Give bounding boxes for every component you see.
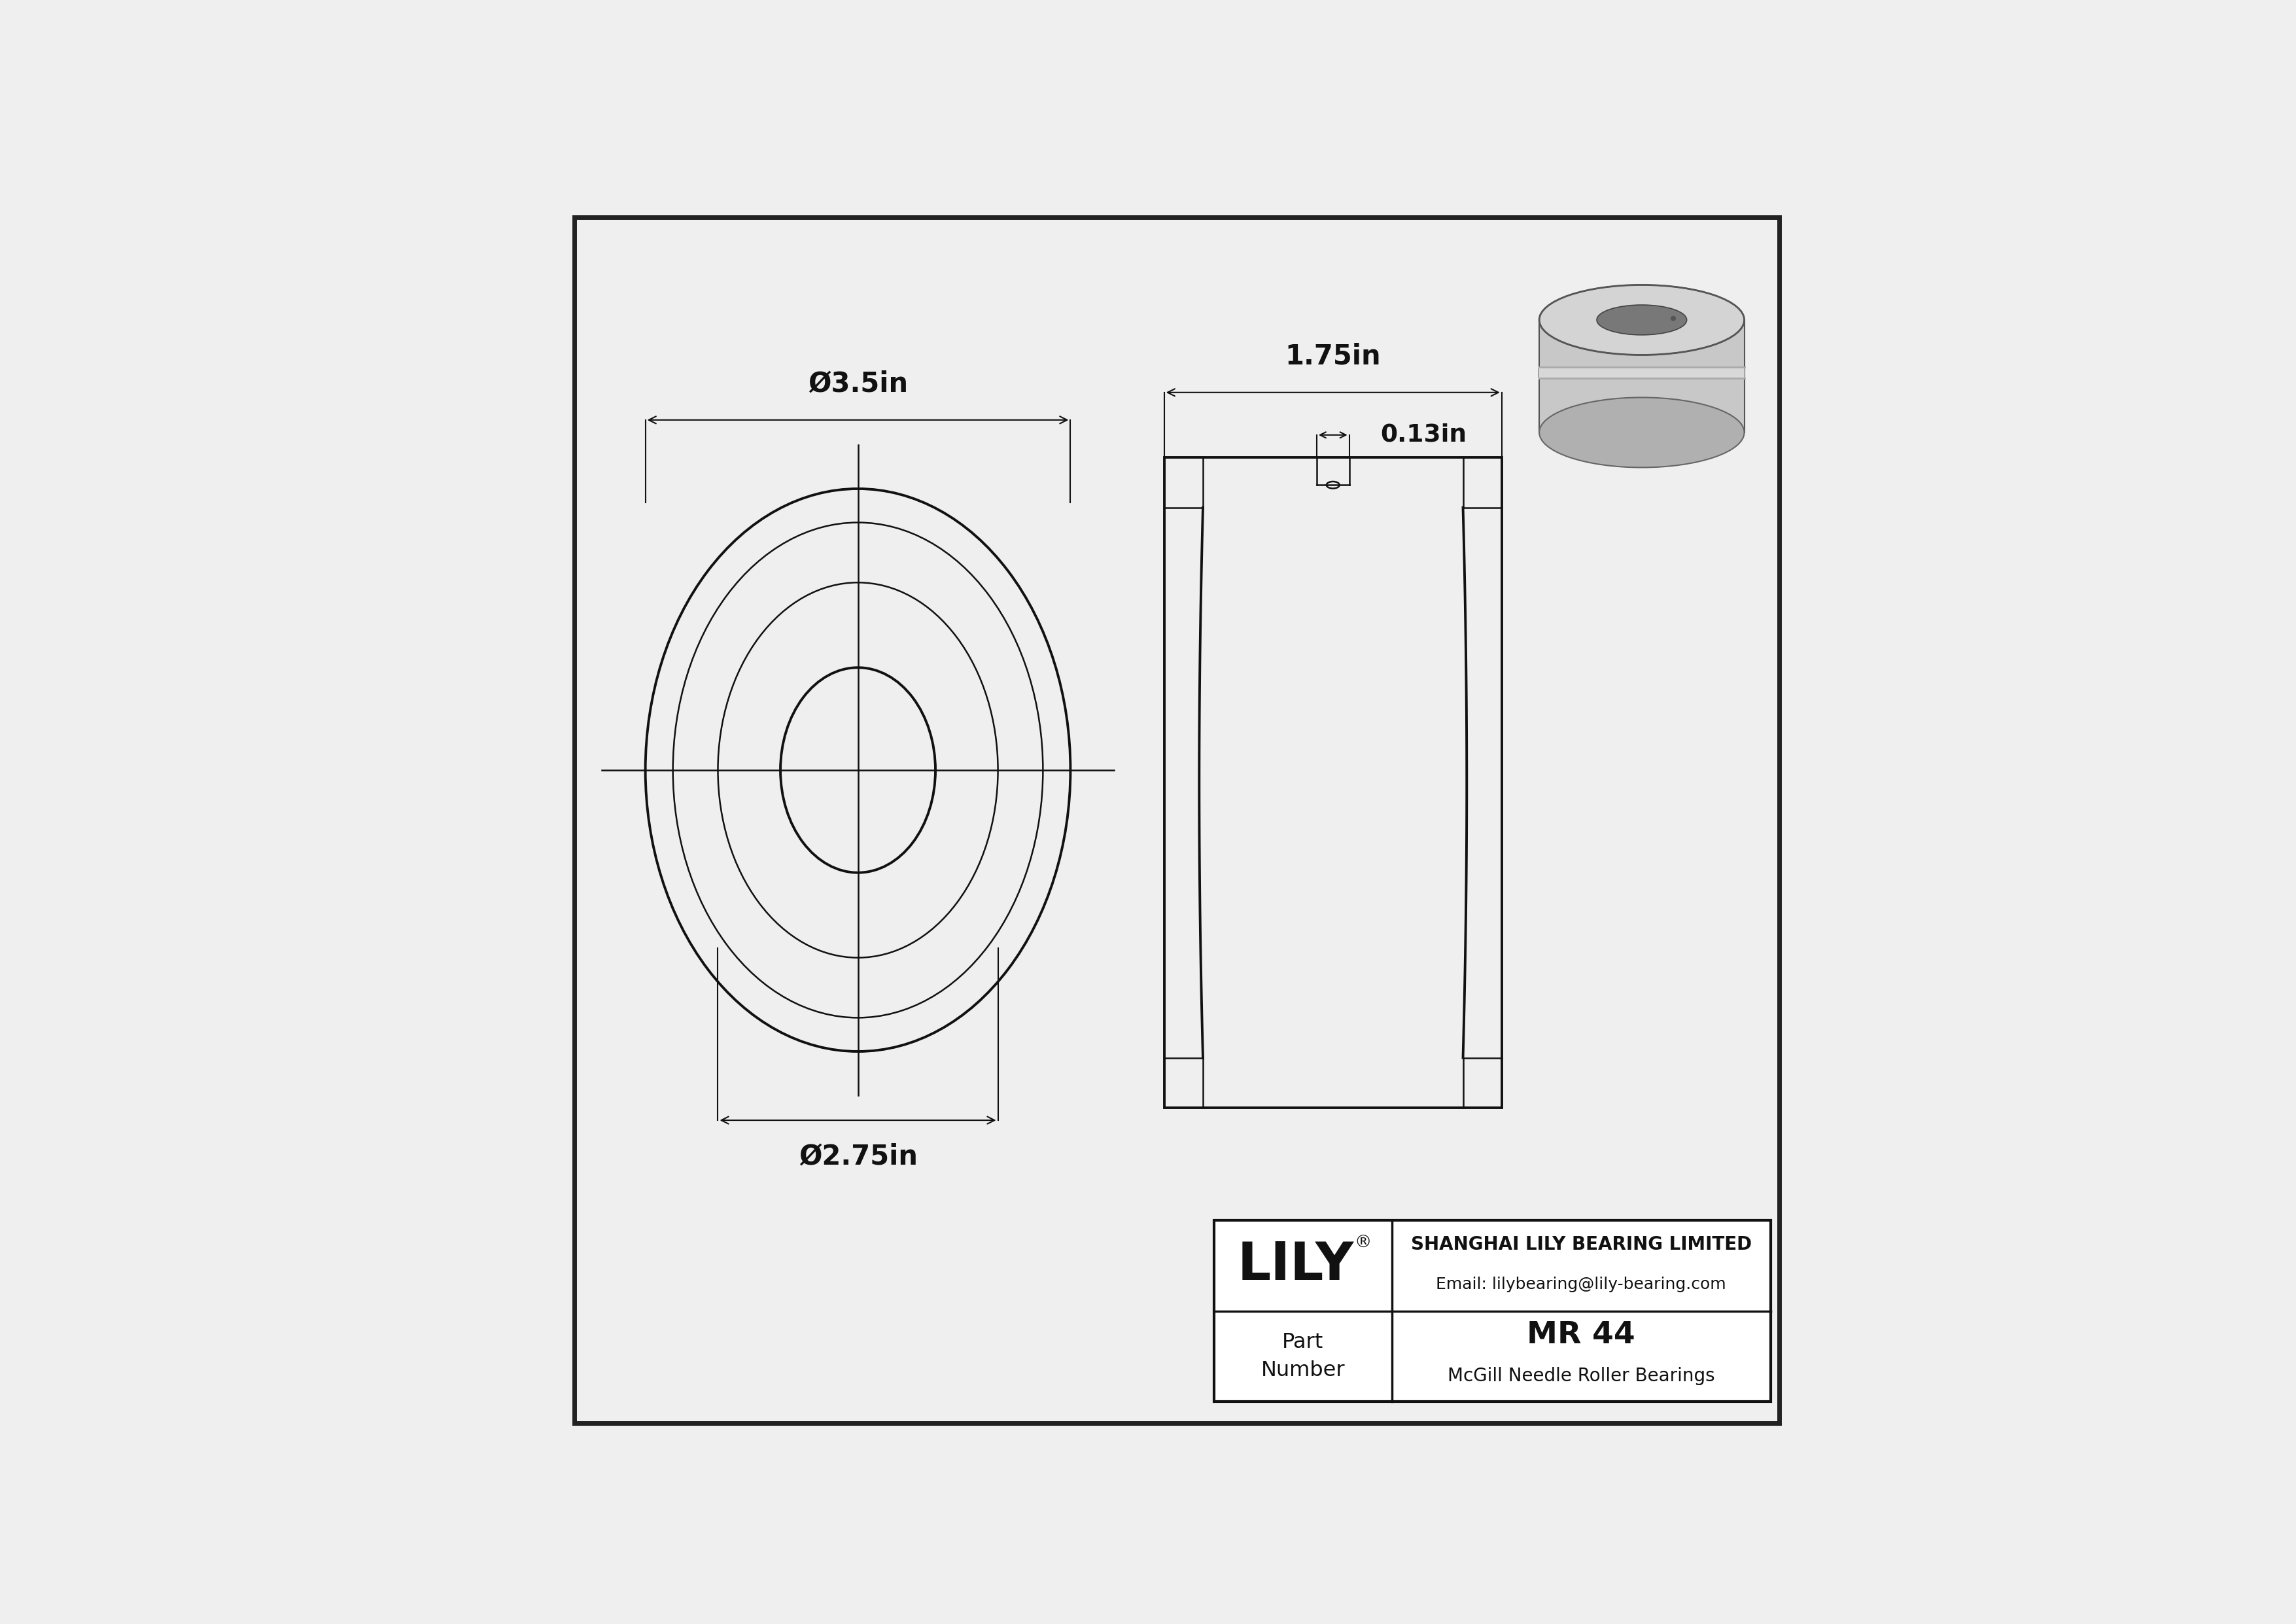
Polygon shape (1538, 320, 1745, 432)
Bar (1215, 1220, 1770, 1402)
Text: SHANGHAI LILY BEARING LIMITED: SHANGHAI LILY BEARING LIMITED (1410, 1236, 1752, 1254)
Text: 0.13in: 0.13in (1380, 424, 1467, 447)
Ellipse shape (1538, 398, 1745, 468)
Ellipse shape (1538, 284, 1745, 356)
Ellipse shape (1596, 305, 1688, 335)
Ellipse shape (1671, 315, 1676, 322)
Text: LILY: LILY (1238, 1241, 1355, 1291)
Text: 1.75in: 1.75in (1286, 343, 1380, 370)
Text: Ø3.5in: Ø3.5in (808, 370, 907, 398)
Bar (1164, 458, 1502, 1108)
Text: Part
Number: Part Number (1261, 1332, 1345, 1380)
Text: Email: lilybearing@lily-bearing.com: Email: lilybearing@lily-bearing.com (1435, 1276, 1727, 1293)
Text: McGill Needle Roller Bearings: McGill Needle Roller Bearings (1446, 1367, 1715, 1385)
Polygon shape (1538, 367, 1745, 378)
Text: MR 44: MR 44 (1527, 1320, 1635, 1350)
Text: ®: ® (1355, 1234, 1371, 1252)
Text: Ø2.75in: Ø2.75in (799, 1143, 918, 1171)
